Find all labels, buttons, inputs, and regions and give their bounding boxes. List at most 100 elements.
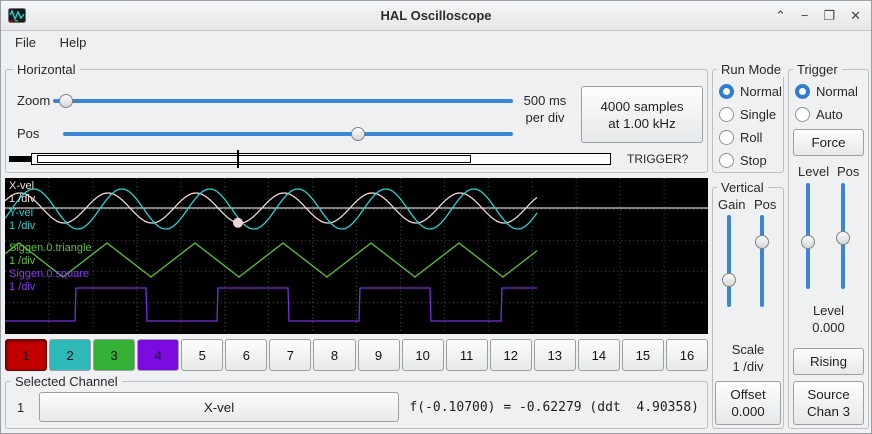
trigger-group-label: Trigger (793, 62, 842, 77)
trigger-question-label: TRIGGER? (627, 152, 689, 166)
source-line1: Source (807, 387, 850, 402)
trigger-level-caption: Level (812, 303, 845, 318)
radio-icon (795, 106, 810, 122)
vertical-pos-slider[interactable] (754, 215, 770, 307)
pos-slider[interactable] (63, 126, 513, 142)
runmode-option-roll[interactable]: Roll (719, 128, 782, 146)
offset-line2: 0.000 (731, 404, 765, 419)
radio-icon (719, 129, 734, 145)
channel-button-6[interactable]: 6 (225, 339, 268, 371)
channel-button-2[interactable]: 2 (49, 339, 92, 371)
vertical-group-label: Vertical (717, 180, 768, 195)
offset-button[interactable]: Offset 0.000 (715, 381, 781, 425)
runmode-options: Normal Single Roll Stop (719, 82, 782, 174)
gain-slider-track[interactable] (727, 215, 731, 307)
channel-button-16[interactable]: 16 (665, 339, 708, 371)
channel-button-3[interactable]: 3 (93, 339, 136, 371)
trigger-option-auto[interactable]: Auto (795, 105, 858, 123)
radio-icon (719, 106, 734, 122)
force-button[interactable]: Force (793, 129, 864, 156)
zoom-slider-track[interactable] (53, 99, 513, 103)
trace-Siggen.0.square (5, 287, 537, 322)
channel-button-13[interactable]: 13 (533, 339, 576, 371)
trigger-position-tick (237, 150, 239, 168)
radio-label: Auto (816, 106, 843, 122)
close-button[interactable]: ✕ (850, 8, 861, 23)
trigger-level-slider-handle[interactable] (801, 235, 815, 249)
shade-button[interactable]: ⌃ (774, 8, 786, 23)
runmode-option-stop[interactable]: Stop (719, 151, 782, 169)
trigger-options: Normal Auto (795, 82, 858, 128)
horizontal-group-label: Horizontal (13, 62, 80, 77)
channel-button-1[interactable]: 1 (5, 339, 48, 371)
record-position-indicator (9, 150, 611, 168)
trigger-pos-slider-handle[interactable] (836, 231, 850, 245)
zoom-slider[interactable] (53, 93, 513, 109)
app-icon (8, 7, 26, 25)
trigger-pos-label: Pos (837, 164, 860, 179)
trigger-pos-slider[interactable] (835, 183, 851, 289)
samples-button[interactable]: 4000 samples at 1.00 kHz (581, 86, 703, 143)
channel-button-4[interactable]: 4 (137, 339, 180, 371)
zoom-slider-handle[interactable] (59, 94, 73, 108)
pos-label: Pos (17, 126, 40, 141)
source-line2: Chan 3 (807, 404, 850, 419)
pos-slider-track[interactable] (63, 132, 513, 136)
pos-slider-handle[interactable] (351, 127, 365, 141)
channel-button-14[interactable]: 14 (577, 339, 620, 371)
source-button[interactable]: Source Chan 3 (793, 381, 864, 425)
trigger-level-slider[interactable] (800, 183, 816, 289)
scale-caption: Scale (731, 342, 765, 357)
trigger-option-normal[interactable]: Normal (795, 82, 858, 100)
vertical-pos-slider-handle[interactable] (755, 235, 769, 249)
trace-Siggen.0.triangle (5, 242, 538, 278)
vertical-pos-slider-track[interactable] (760, 215, 764, 307)
channel-button-5[interactable]: 5 (181, 339, 224, 371)
channel-button-15[interactable]: 15 (621, 339, 664, 371)
radio-label: Single (740, 106, 777, 122)
per-div-label: 500 ms per div (513, 92, 577, 126)
channel-button-12[interactable]: 12 (489, 339, 532, 371)
channel-button-8[interactable]: 8 (313, 339, 356, 371)
trace-X-vel (5, 192, 538, 224)
scope-display[interactable]: X-vel 1 /div Y-vel 1 /div Siggen.0.triangle 1… (5, 178, 708, 334)
titlebar: HAL Oscilloscope ⌃ − ❐ ✕ (1, 1, 871, 31)
menu-file[interactable]: File (15, 35, 36, 50)
offset-line1: Offset (730, 387, 766, 402)
record-left-segment (9, 156, 35, 162)
channel-button-10[interactable]: 10 (401, 339, 444, 371)
gain-slider[interactable] (721, 215, 737, 307)
samples-line1: 4000 samples (600, 98, 684, 114)
minimize-button[interactable]: − (800, 8, 809, 23)
channel-button-row: 1 2 3 4 5 6 7 8 9 10 11 12 13 14 15 16 (5, 339, 708, 371)
samples-line2: at 1.00 kHz (608, 115, 676, 131)
runmode-option-single[interactable]: Single (719, 105, 782, 123)
maximize-button[interactable]: ❐ (823, 8, 836, 23)
rising-button[interactable]: Rising (793, 348, 864, 375)
window-controls: ⌃ − ❐ ✕ (775, 1, 861, 31)
gain-slider-handle[interactable] (722, 273, 736, 287)
trigger-level-label: Level (798, 164, 830, 179)
selected-channel-name-button[interactable]: X-vel (39, 392, 399, 422)
radio-label: Normal (816, 83, 858, 99)
menu-help[interactable]: Help (59, 35, 87, 50)
scope-canvas (5, 178, 708, 334)
selected-channel-group-label: Selected Channel (11, 374, 122, 389)
scale-value: 1 /div (732, 359, 764, 374)
channel-button-11[interactable]: 11 (445, 339, 488, 371)
runmode-option-normal[interactable]: Normal (719, 82, 782, 100)
radio-label: Normal (740, 83, 782, 99)
radio-icon (719, 83, 734, 99)
runmode-group: Normal Single Roll Stop (712, 69, 784, 173)
channel-button-7[interactable]: 7 (269, 339, 312, 371)
trigger-level-value: 0.000 (812, 320, 845, 335)
channel-button-9[interactable]: 9 (357, 339, 400, 371)
selected-channel-number: 1 (17, 400, 25, 415)
radio-label: Roll (740, 129, 763, 145)
menubar: File Help (1, 31, 871, 57)
trace-marker[interactable] (233, 217, 243, 228)
radio-label: Stop (740, 152, 767, 168)
vertical-pos-label: Pos (754, 197, 777, 212)
radio-icon (795, 83, 810, 99)
per-div-value: 500 ms (523, 93, 567, 108)
